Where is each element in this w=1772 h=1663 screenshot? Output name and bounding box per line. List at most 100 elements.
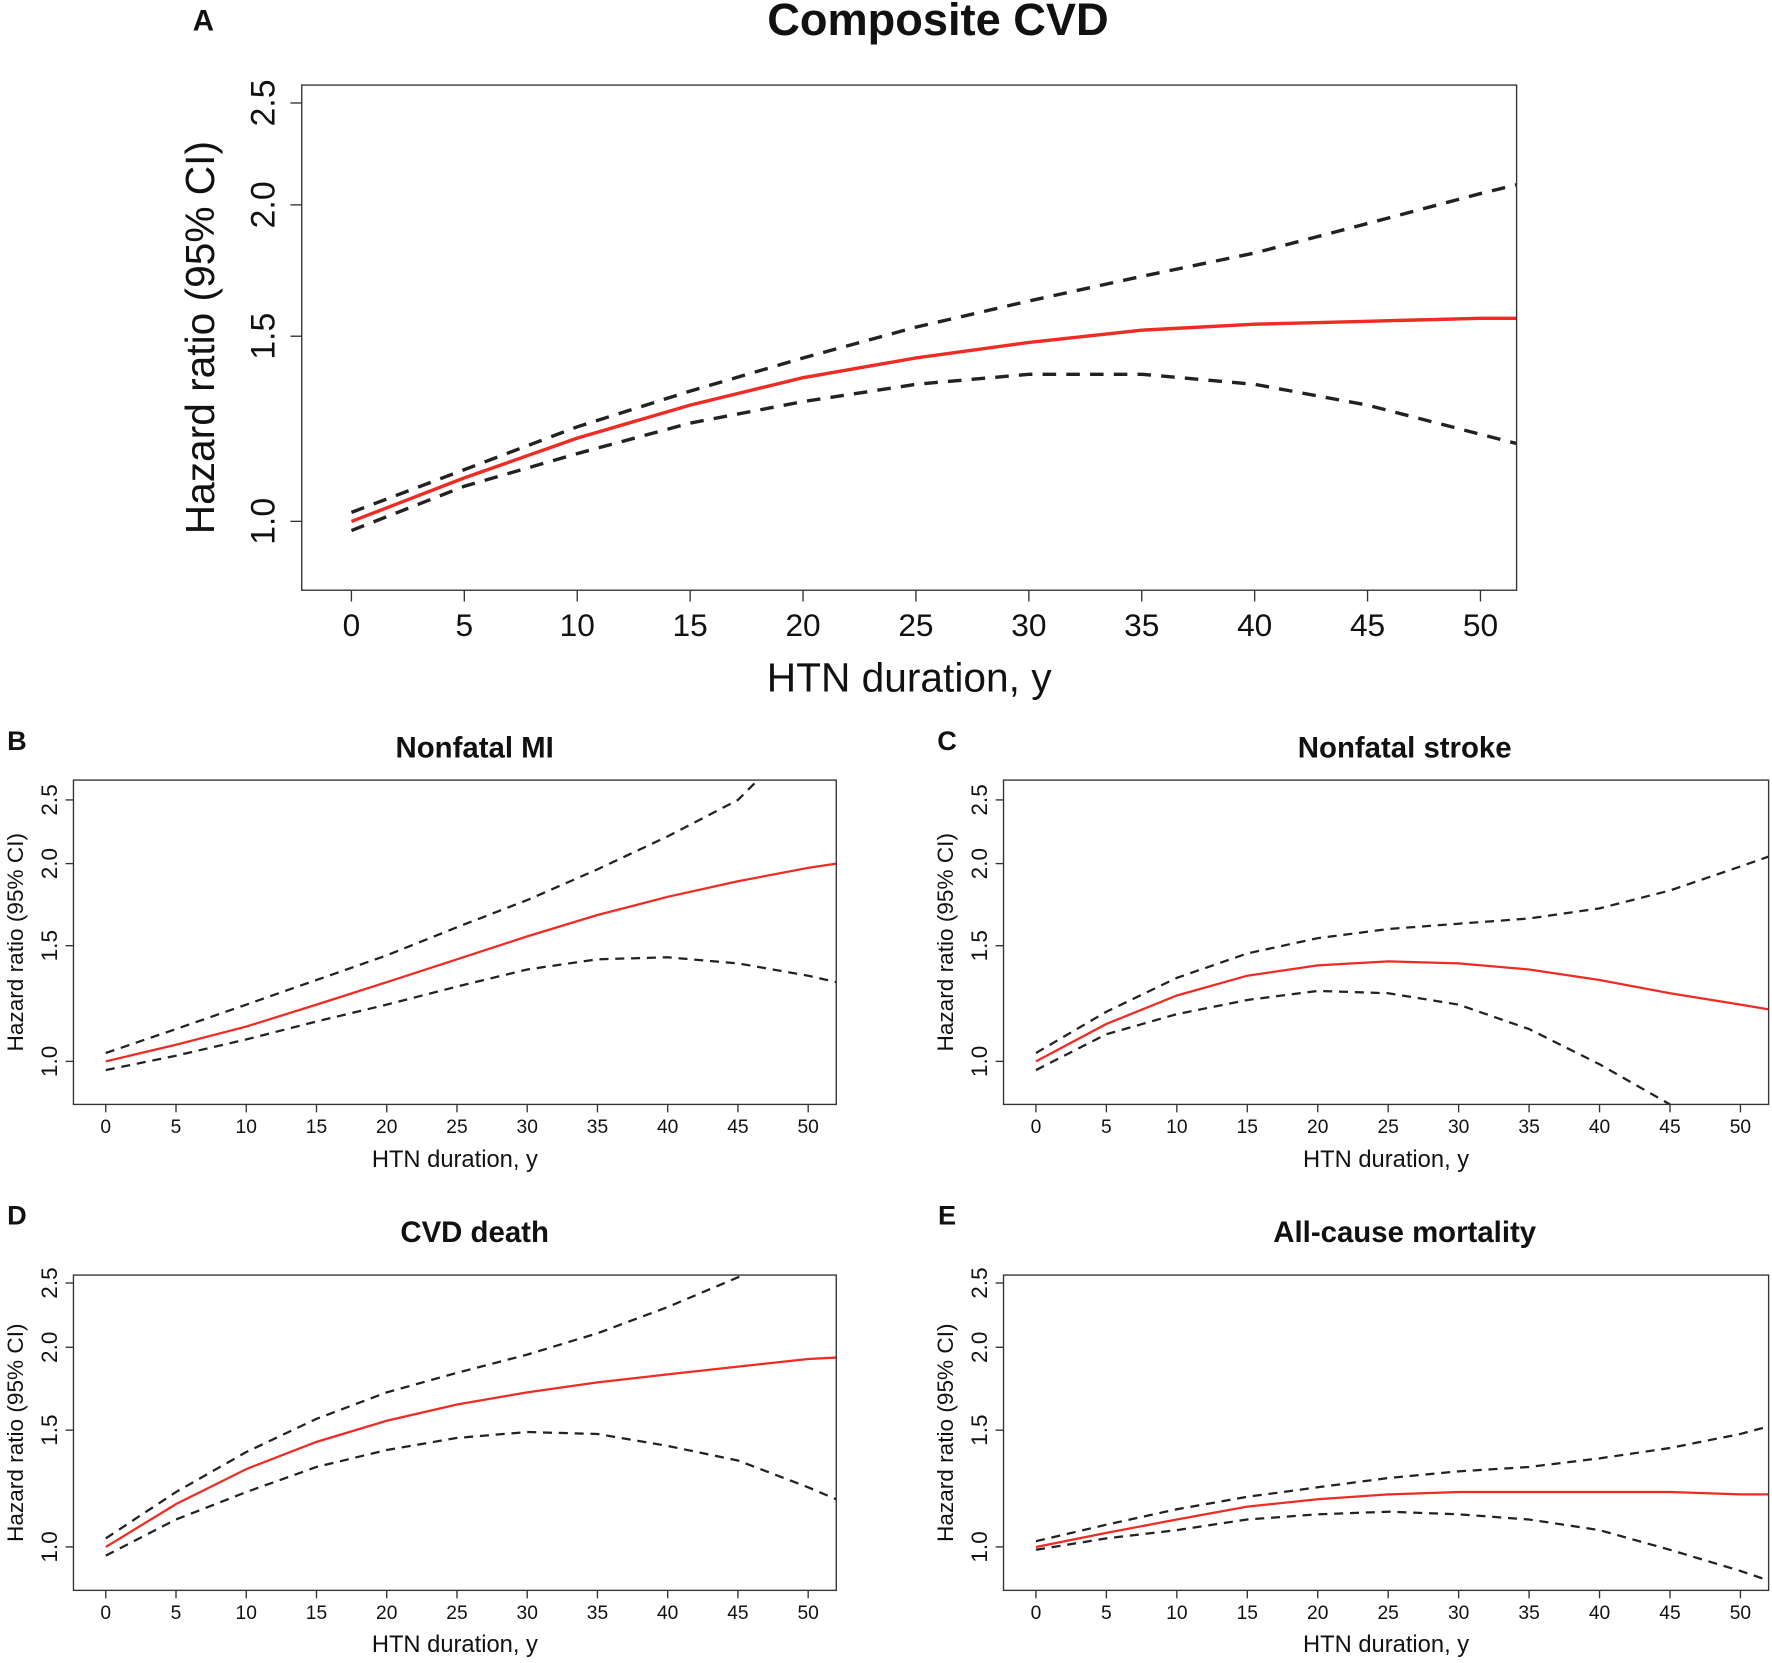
x-tick-label: 20 <box>785 607 820 643</box>
y-tick-label: 2.5 <box>37 784 62 815</box>
x-tick-label: 10 <box>236 1117 257 1138</box>
line-series <box>1035 989 1672 1105</box>
panel: D CVD death 0 5 10 15 20 25 30 35 40 45 50 1.0 1.5 2.0 2… <box>3 1200 837 1658</box>
x-tick-label: 20 <box>376 1117 397 1138</box>
line-series <box>105 780 760 1055</box>
line-series <box>105 1430 837 1557</box>
plot-lines <box>1035 1425 1769 1582</box>
x-axis-label: HTN duration, y <box>372 1147 538 1173</box>
chart-title: Nonfatal stroke <box>1298 731 1512 764</box>
panel: B Nonfatal MI 0 5 10 15 20 25 30 35 40 45 50 1.0 1.5 2.… <box>3 725 837 1173</box>
x-tick-label: 15 <box>673 607 708 643</box>
y-tick-label: 2.5 <box>967 784 992 815</box>
y-tick-label: 1.0 <box>967 1046 992 1077</box>
x-tick-label: 45 <box>1659 1603 1680 1624</box>
panel-label: C <box>937 725 957 756</box>
x-tick-label: 0 <box>343 607 361 643</box>
x-tick-label: 10 <box>1166 1603 1187 1624</box>
x-tick-label: 25 <box>1377 1603 1398 1624</box>
line-series <box>1035 1425 1769 1543</box>
line-series <box>1035 1510 1769 1582</box>
plot-lines <box>105 780 837 1072</box>
y-tick-label: 2.0 <box>37 1332 62 1363</box>
chart-title: CVD death <box>400 1216 549 1249</box>
x-tick-label: 45 <box>1350 607 1385 643</box>
x-tick-label: 50 <box>797 1117 818 1138</box>
x-tick-label: 25 <box>898 607 933 643</box>
line-series <box>1035 855 1769 1054</box>
x-tick-label: 0 <box>100 1117 111 1138</box>
y-axis-label: Hazard ratio (95% CI) <box>177 141 223 534</box>
x-tick-label: 35 <box>587 1117 608 1138</box>
line-series <box>105 956 837 1072</box>
x-tick-label: 0 <box>1031 1603 1042 1624</box>
plot-frame <box>301 84 1518 591</box>
chart-title: Nonfatal MI <box>395 731 553 764</box>
x-tick-label: 10 <box>560 607 595 643</box>
x-tick-label: 5 <box>456 607 474 643</box>
y-tick-label: 2.0 <box>967 1332 992 1363</box>
y-tick-label: 2.5 <box>245 79 283 126</box>
x-tick-label: 20 <box>376 1603 397 1624</box>
x-tick-label: 5 <box>171 1603 182 1624</box>
line-series <box>350 183 1517 514</box>
x-tick-label: 5 <box>1101 1603 1112 1624</box>
x-axis-label: HTN duration, y <box>767 654 1052 700</box>
y-tick-label: 2.0 <box>245 181 283 228</box>
x-tick-label: 35 <box>1124 607 1159 643</box>
x-tick-label: 30 <box>517 1603 538 1624</box>
panel: C Nonfatal stroke 0 5 10 15 20 25 30 35 40 45 50 1.0 1… <box>933 725 1770 1173</box>
y-axis-label: Hazard ratio (95% CI) <box>933 1323 958 1541</box>
x-axis-label: HTN duration, y <box>1303 1632 1469 1658</box>
y-tick-label: 1.0 <box>37 1046 62 1077</box>
x-tick-label: 15 <box>1237 1603 1258 1624</box>
panel-label: E <box>938 1200 956 1231</box>
y-tick-label: 1.5 <box>967 1414 992 1445</box>
x-tick-label: 25 <box>446 1603 467 1624</box>
y-axis-label: Hazard ratio (95% CI) <box>933 833 958 1051</box>
x-axis-label: HTN duration, y <box>372 1632 538 1658</box>
y-tick-label: 1.0 <box>37 1531 62 1562</box>
chart-title: All-cause mortality <box>1273 1216 1536 1249</box>
y-tick-label: 2.0 <box>967 848 992 879</box>
x-tick-label: 25 <box>1377 1117 1398 1138</box>
x-tick-label: 40 <box>657 1117 678 1138</box>
x-tick-label: 10 <box>236 1603 257 1624</box>
x-tick-label: 35 <box>1518 1603 1539 1624</box>
x-tick-label: 5 <box>1101 1117 1112 1138</box>
x-tick-label: 25 <box>446 1117 467 1138</box>
y-tick-label: 2.5 <box>37 1267 62 1298</box>
x-tick-label: 40 <box>1589 1117 1610 1138</box>
y-tick-label: 1.0 <box>967 1531 992 1562</box>
line-series <box>350 316 1517 523</box>
line-series <box>1035 1490 1769 1549</box>
panel-label: B <box>7 725 27 756</box>
x-axis-label: HTN duration, y <box>1303 1147 1469 1173</box>
plot-frame <box>1002 1274 1770 1592</box>
x-tick-label: 45 <box>727 1603 748 1624</box>
chart-title: Composite CVD <box>767 0 1108 45</box>
x-tick-label: 50 <box>797 1603 818 1624</box>
panel: E All-cause mortality 0 5 10 15 20 25 30 35 40 45 50… <box>933 1200 1770 1658</box>
x-tick-label: 30 <box>1011 607 1046 643</box>
line-series <box>1035 960 1769 1063</box>
x-tick-label: 5 <box>171 1117 182 1138</box>
x-tick-label: 0 <box>1031 1117 1042 1138</box>
y-tick-label: 2.5 <box>967 1267 992 1298</box>
y-axis-label: Hazard ratio (95% CI) <box>3 1323 28 1541</box>
x-tick-label: 40 <box>1589 1603 1610 1624</box>
y-tick-label: 2.0 <box>37 848 62 879</box>
x-tick-label: 50 <box>1463 607 1498 643</box>
y-tick-label: 1.0 <box>245 498 283 545</box>
line-series <box>350 372 1517 533</box>
y-tick-label: 1.5 <box>37 930 62 961</box>
panel-label: A <box>193 5 214 38</box>
plot-lines <box>350 183 1517 533</box>
x-tick-label: 45 <box>1659 1117 1680 1138</box>
line-series <box>105 1275 745 1540</box>
x-tick-label: 30 <box>1448 1117 1469 1138</box>
x-tick-label: 30 <box>1448 1603 1469 1624</box>
line-series <box>105 1356 837 1548</box>
